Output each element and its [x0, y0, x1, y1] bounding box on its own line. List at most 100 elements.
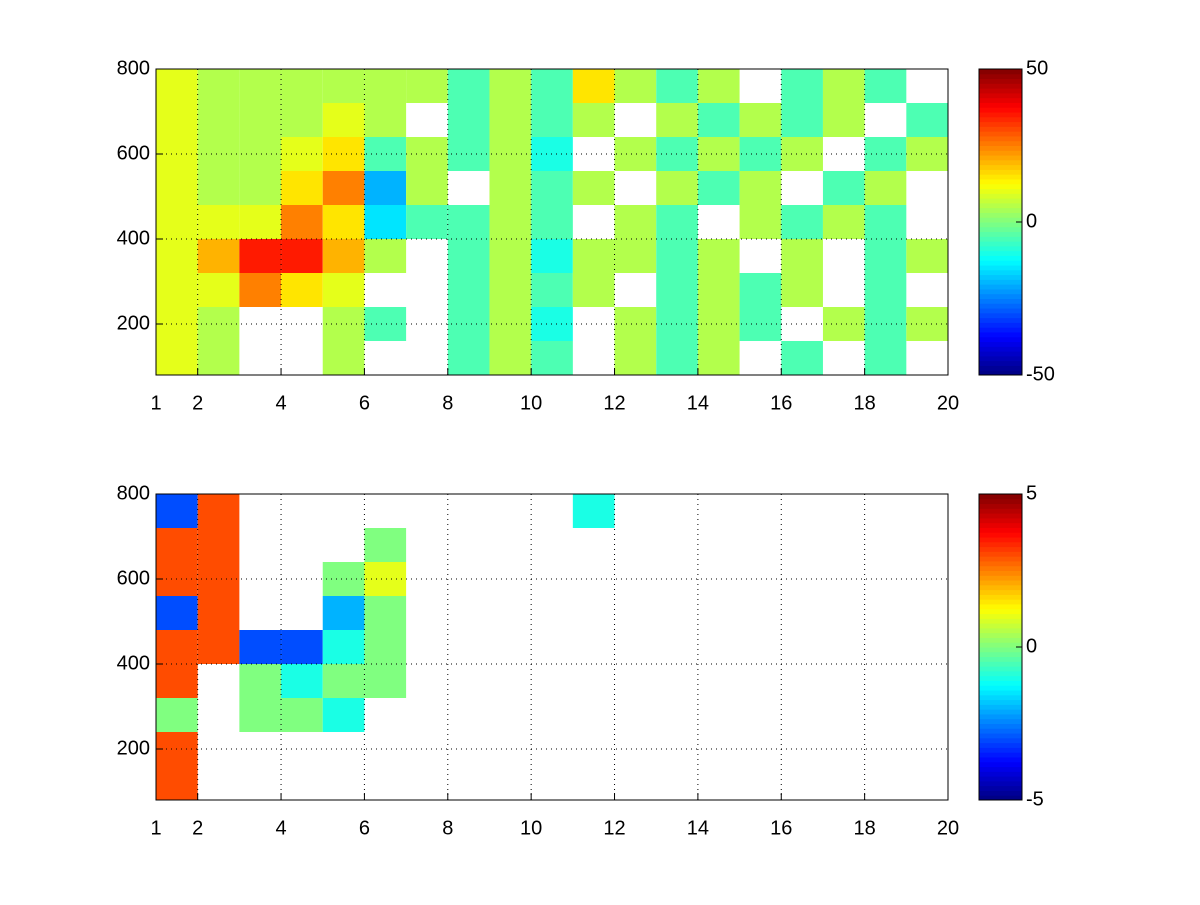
colorbar-step — [979, 685, 1022, 691]
colorbar-step — [979, 255, 1022, 261]
heat-cell — [156, 103, 198, 137]
colorbar-step — [979, 670, 1022, 677]
colorbar-step — [979, 193, 1022, 199]
colorbar-step — [979, 580, 1022, 586]
heat-cell — [239, 239, 282, 273]
heat-cell — [156, 698, 198, 732]
colorbar-step — [979, 121, 1022, 127]
colorbar-step — [979, 303, 1022, 309]
colorbar-step — [979, 279, 1022, 285]
heat-cell — [197, 103, 240, 137]
colorbar-step — [979, 269, 1022, 276]
colorbar-step — [979, 126, 1022, 132]
heat-cell — [322, 273, 365, 307]
heat-cell — [572, 239, 615, 273]
x-tick-label: 10 — [520, 817, 542, 839]
colorbar-step — [979, 699, 1022, 705]
heat-cell — [364, 528, 407, 562]
colorbar-step — [979, 150, 1022, 156]
heat-cell — [156, 766, 198, 800]
x-tick-label: 16 — [770, 817, 792, 839]
heat-cell — [489, 69, 532, 103]
colorbar-tick-label: 0 — [1026, 210, 1037, 232]
colorbar-step — [979, 231, 1022, 237]
heat-cell — [197, 239, 240, 273]
colorbar-step — [979, 761, 1022, 768]
colorbar-step — [979, 795, 1022, 801]
colorbar-step — [979, 494, 1022, 500]
colorbar-step — [979, 656, 1022, 662]
heat-cell — [322, 664, 365, 698]
axes-box — [155, 493, 949, 801]
colorbar-step — [979, 541, 1022, 548]
x-tick-label: 12 — [603, 817, 625, 839]
heat-cell — [697, 137, 740, 171]
heat-cell — [614, 205, 657, 239]
x-tick-label: 4 — [275, 392, 286, 414]
heat-cell — [156, 205, 198, 239]
colorbar-step — [979, 131, 1022, 137]
colorbar-step — [979, 594, 1022, 600]
heat-cell — [656, 273, 698, 307]
heat-cell — [864, 273, 907, 307]
heat-cell — [364, 630, 407, 664]
heat-cell — [406, 171, 448, 205]
colorbar-step — [979, 159, 1022, 166]
heat-cell — [447, 239, 490, 273]
colorbar-step — [979, 694, 1022, 701]
heat-cell — [489, 205, 532, 239]
colorbar-step — [979, 651, 1022, 658]
heat-cell — [822, 205, 865, 239]
colorbar-step — [979, 733, 1022, 739]
heat-cell — [156, 664, 198, 698]
colorbar-step — [979, 780, 1022, 787]
heat-cell — [531, 239, 573, 273]
colorbar-step — [979, 560, 1022, 567]
colorbar-step — [979, 584, 1022, 591]
colorbar-step — [979, 589, 1022, 595]
colorbar-step — [979, 155, 1022, 161]
heat-cell — [614, 137, 657, 171]
colorbar-step — [979, 178, 1022, 185]
x-tick-label: 1 — [150, 392, 161, 414]
heat-cell — [239, 137, 282, 171]
heat-cell — [572, 69, 615, 103]
heat-cell — [239, 630, 282, 664]
heat-cell — [739, 205, 782, 239]
colorbar-step — [979, 78, 1022, 84]
axes-box — [155, 68, 949, 376]
heat-cell — [281, 664, 323, 698]
heat-cell — [531, 69, 573, 103]
y-tick-label: 800 — [117, 482, 150, 504]
colorbar-step — [979, 73, 1022, 80]
heat-cell — [489, 341, 532, 375]
heat-cell — [697, 273, 740, 307]
colorbar-tick-label: -5 — [1026, 788, 1044, 810]
colorbar-step — [979, 365, 1022, 371]
heat-cell — [322, 69, 365, 103]
heat-cell — [781, 69, 823, 103]
heat-cell — [864, 205, 907, 239]
heat-cell — [322, 137, 365, 171]
colorbar-step — [979, 183, 1022, 190]
colorbar-step — [979, 355, 1022, 362]
heat-cell — [197, 307, 240, 341]
heat-cell — [322, 698, 365, 732]
colorbar-step — [979, 226, 1022, 233]
heat-cell — [281, 239, 323, 273]
x-tick-label: 2 — [192, 817, 203, 839]
heat-cell — [739, 171, 782, 205]
heat-cell — [197, 137, 240, 171]
heat-cell — [197, 528, 240, 562]
heat-cell — [447, 137, 490, 171]
colorbar-step — [979, 135, 1022, 142]
colorbar-step — [979, 222, 1022, 228]
heat-cell — [531, 205, 573, 239]
heat-cell — [364, 562, 407, 596]
heat-cell — [656, 69, 698, 103]
colorbar-step — [979, 508, 1022, 514]
heat-cell — [156, 630, 198, 664]
heat-cell — [281, 273, 323, 307]
heat-cell — [322, 630, 365, 664]
heat-cell — [572, 171, 615, 205]
